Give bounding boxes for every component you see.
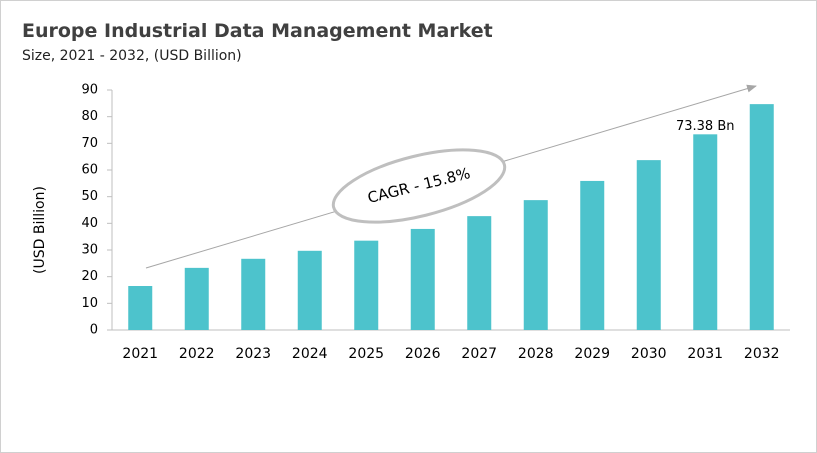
bar [410,228,435,330]
x-tick-label: 2028 [518,346,554,362]
bar [580,180,605,330]
y-tick-label: 10 [81,296,98,311]
cagr-ellipse [331,148,507,224]
bar [636,160,661,330]
y-tick-label: 0 [90,323,98,338]
x-tick-label: 2027 [461,346,497,362]
bar [128,286,153,330]
y-tick-label: 60 [81,163,98,178]
x-tick-label: 2030 [631,346,667,362]
bar [297,250,322,330]
y-axis-label: (USD Billion) [32,186,48,274]
x-tick-label: 2022 [179,346,215,362]
y-tick-label: 50 [81,189,98,204]
x-tick-label: 2021 [122,346,158,362]
bar [184,267,209,330]
x-tick-label: 2025 [348,346,384,362]
bar [241,258,266,330]
chart-subtitle: Size, 2021 - 2032, (USD Billion) [22,48,242,64]
y-tick-label: 80 [81,109,98,124]
y-tick-label: 40 [81,216,98,231]
bar [523,200,548,330]
chart-title: Europe Industrial Data Management Market [22,20,493,42]
bar [354,240,379,330]
x-tick-label: 2023 [235,346,271,362]
y-tick-label: 70 [81,136,98,151]
x-tick-label: 2032 [744,346,780,362]
y-tick-label: 20 [81,269,98,284]
x-tick-label: 2024 [292,346,328,362]
bar [693,134,718,330]
y-tick-label: 90 [81,83,98,98]
y-tick-label: 30 [81,243,98,258]
x-tick-label: 2031 [687,346,723,362]
x-tick-label: 2026 [405,346,441,362]
value-label: 73.38 Bn [676,119,735,134]
bar [749,104,774,330]
x-tick-label: 2029 [574,346,610,362]
bar [467,216,492,330]
